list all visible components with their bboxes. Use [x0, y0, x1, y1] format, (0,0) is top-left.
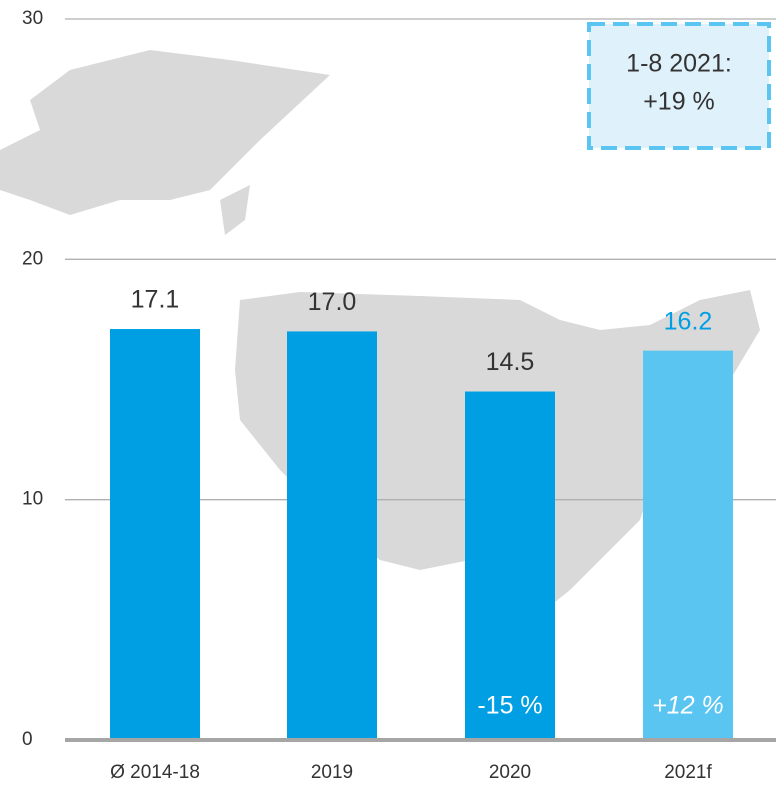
bar — [465, 391, 555, 740]
y-tick-label: 10 — [22, 489, 43, 510]
y-tick-label: 20 — [22, 248, 43, 269]
bar — [643, 350, 733, 740]
bar-annotation: +12 % — [652, 692, 724, 720]
x-tick-label: 2019 — [311, 762, 353, 783]
x-tick-label: Ø 2014-18 — [110, 762, 200, 783]
bar — [110, 329, 200, 740]
value-label: 17.1 — [131, 286, 180, 314]
callout-line: +19 % — [643, 88, 715, 116]
y-tick-label: 0 — [22, 729, 33, 750]
callout-frame — [587, 22, 771, 150]
y-tick-label: 30 — [22, 8, 43, 29]
x-tick-label: 2020 — [489, 762, 531, 783]
value-label: 17.0 — [308, 288, 357, 316]
value-label: 16.2 — [664, 307, 713, 335]
bar-annotation: -15 % — [477, 692, 542, 720]
bar — [287, 331, 377, 740]
x-tick-label: 2021f — [664, 762, 712, 783]
callout-box: 1-8 2021: +19 % — [587, 22, 771, 150]
callout-line: 1-8 2021: — [626, 50, 732, 78]
value-label: 14.5 — [486, 348, 535, 376]
